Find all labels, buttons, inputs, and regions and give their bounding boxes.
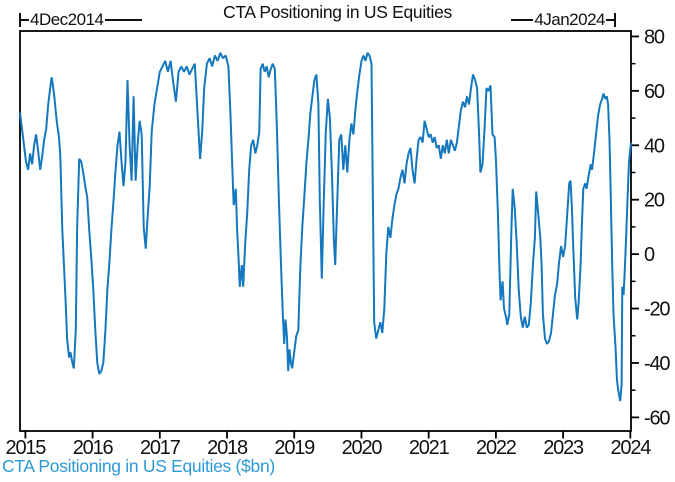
data-line-cta-positioning	[19, 52, 632, 402]
end-bracket-tick	[614, 13, 616, 27]
start-bracket-tick	[19, 13, 21, 27]
y-tick-label--40: -40	[644, 353, 670, 375]
end-date-label: 4Jan2024	[534, 10, 605, 29]
start-date-marker: 4Dec2014	[19, 10, 142, 29]
series-legend-label: CTA Positioning in US Equities ($bn)	[2, 456, 275, 476]
end-date-marker: 4Jan2024	[511, 10, 616, 29]
x-tick-label-2021: 2021	[409, 437, 450, 459]
x-tick-label-2019: 2019	[274, 437, 315, 459]
end-bracket-stub	[606, 19, 614, 21]
x-tick-label-2022: 2022	[476, 437, 517, 459]
y-tick-label-80: 80	[644, 26, 665, 48]
x-tick-label-2020: 2020	[342, 437, 383, 459]
y-tick-label-0: 0	[644, 244, 655, 266]
y-tick-label-20: 20	[644, 190, 665, 212]
x-tick-label-2015: 2015	[6, 437, 47, 459]
chart-title: CTA Positioning in US Equities	[223, 2, 452, 22]
end-leading-line	[511, 19, 534, 21]
y-tick-label--60: -60	[644, 407, 670, 429]
plot-border	[19, 30, 632, 432]
x-tick-label-2016: 2016	[73, 437, 114, 459]
x-tick-label-2024: 2024	[610, 437, 651, 459]
x-tick-label-2018: 2018	[207, 437, 248, 459]
y-tick-label-40: 40	[644, 135, 665, 157]
x-tick-label-2023: 2023	[543, 437, 584, 459]
x-tick-label-2017: 2017	[140, 437, 181, 459]
y-tick-label--20: -20	[644, 299, 670, 321]
start-date-label: 4Dec2014	[30, 10, 104, 29]
start-trailing-line	[104, 19, 142, 21]
y-tick-label-60: 60	[644, 81, 665, 103]
start-bracket-stub	[21, 19, 29, 21]
